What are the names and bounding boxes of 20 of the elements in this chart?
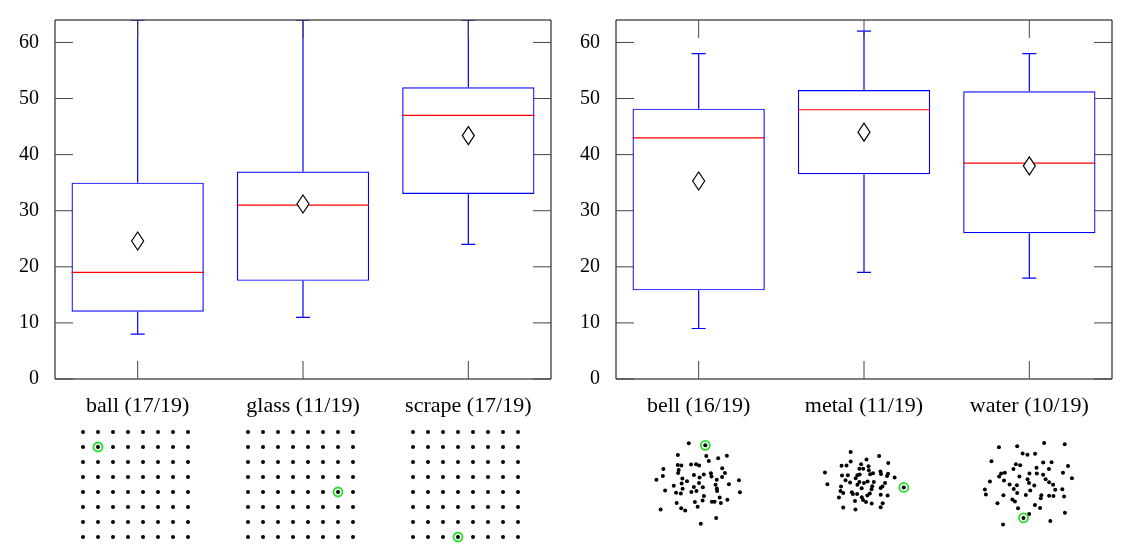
x-tick-label: scrape (17/19) [405, 391, 532, 417]
y-tick-label: 0 [590, 366, 600, 389]
y-tick-label: 20 [580, 254, 600, 277]
y-tick-label: 0 [29, 366, 39, 389]
y-tick-label: 30 [580, 197, 600, 220]
y-tick-label: 10 [19, 310, 39, 333]
y-tick-label: 60 [19, 29, 39, 52]
x-tick-label: ball (17/19) [86, 391, 190, 417]
x-tick-label: glass (11/19) [246, 391, 360, 417]
x-tick-label: bell (16/19) [647, 391, 751, 417]
y-tick-label: 50 [19, 85, 39, 108]
y-tick-label: 20 [19, 254, 39, 277]
y-tick-label: 10 [580, 310, 600, 333]
y-tick-label: 30 [19, 197, 39, 220]
y-tick-label: 60 [580, 29, 600, 52]
x-tick-label: water (10/19) [969, 391, 1089, 417]
y-tick-label: 50 [580, 85, 600, 108]
y-tick-label: 40 [580, 141, 600, 164]
x-tick-label: metal (11/19) [804, 391, 924, 417]
y-tick-label: 40 [19, 141, 39, 164]
